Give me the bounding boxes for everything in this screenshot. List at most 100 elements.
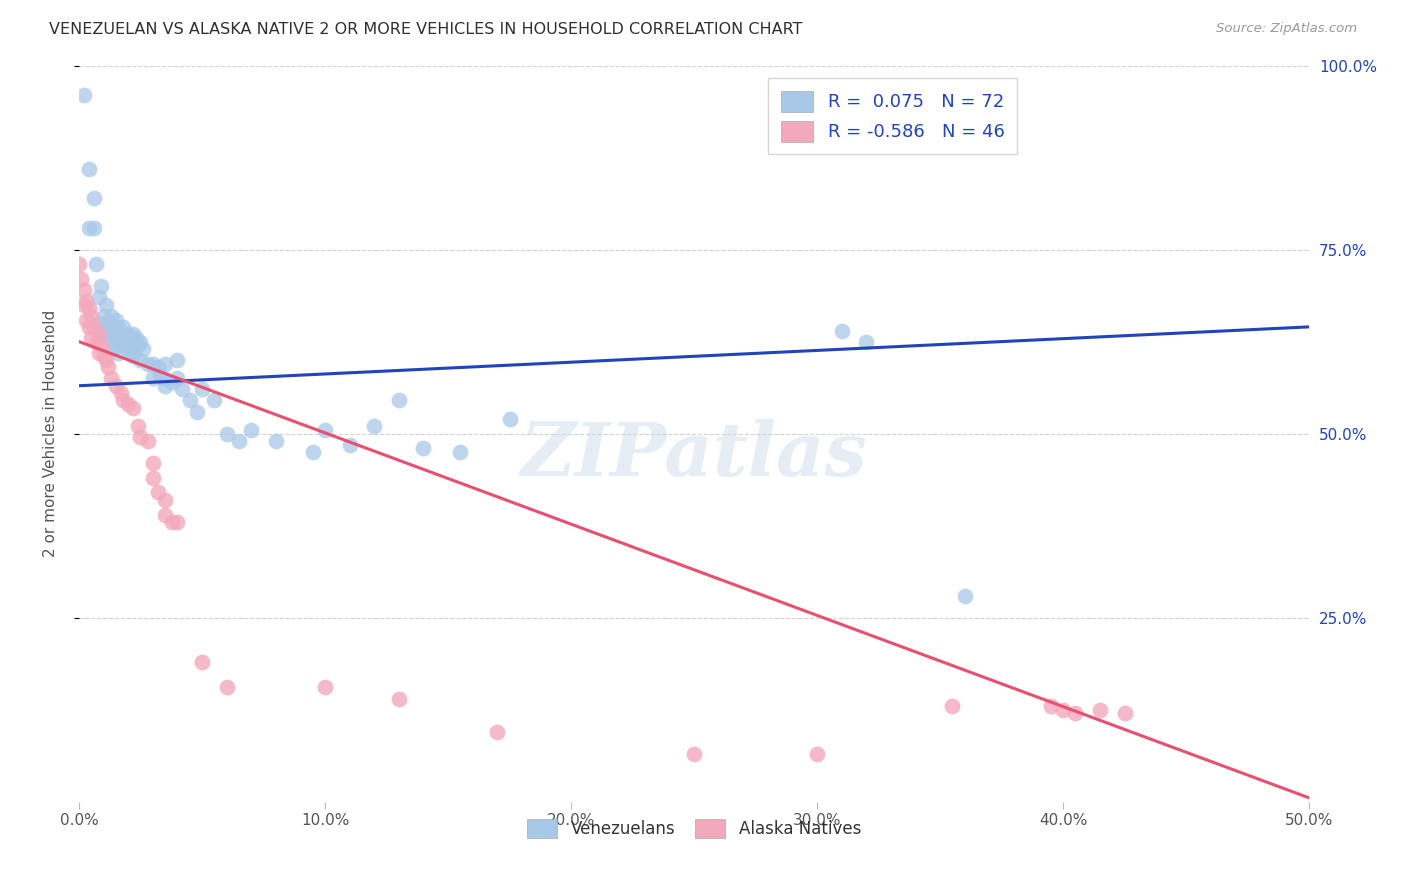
Point xyxy=(94,324,117,338)
Text: ZIPatlas: ZIPatlas xyxy=(520,419,868,491)
Point xyxy=(83,319,105,334)
Point xyxy=(129,430,152,444)
Point xyxy=(149,368,172,382)
Point xyxy=(142,456,165,470)
Point xyxy=(1088,702,1111,716)
Point xyxy=(166,371,188,385)
Text: VENEZUELAN VS ALASKA NATIVE 2 OR MORE VEHICLES IN HOUSEHOLD CORRELATION CHART: VENEZUELAN VS ALASKA NATIVE 2 OR MORE VE… xyxy=(49,22,803,37)
Point xyxy=(107,345,129,359)
Point xyxy=(127,338,149,352)
Point xyxy=(110,327,132,342)
Point xyxy=(162,515,184,529)
Point xyxy=(120,345,142,359)
Point xyxy=(120,331,142,345)
Point xyxy=(117,327,139,342)
Point xyxy=(314,681,336,695)
Point xyxy=(855,334,877,349)
Point xyxy=(136,434,159,448)
Point xyxy=(142,357,165,371)
Point xyxy=(683,747,706,761)
Point xyxy=(112,393,135,408)
Point xyxy=(87,290,110,304)
Point xyxy=(103,324,125,338)
Point xyxy=(84,334,107,349)
Point xyxy=(172,383,194,397)
Point xyxy=(142,471,165,485)
Point xyxy=(941,698,963,713)
Point xyxy=(70,272,93,286)
Point xyxy=(114,338,136,352)
Point xyxy=(498,412,520,426)
Point xyxy=(191,655,214,669)
Point xyxy=(264,434,287,448)
Point xyxy=(806,747,828,761)
Point xyxy=(1039,698,1062,713)
Point xyxy=(100,371,122,385)
Point xyxy=(104,312,127,326)
Point xyxy=(75,294,97,309)
Point xyxy=(215,426,238,441)
Point xyxy=(152,371,174,385)
Point xyxy=(132,342,155,356)
Point xyxy=(1052,702,1074,716)
Point xyxy=(84,257,107,271)
Point xyxy=(104,378,127,392)
Point xyxy=(191,383,214,397)
Point xyxy=(75,312,97,326)
Point xyxy=(93,309,115,323)
Point xyxy=(953,589,976,603)
Point xyxy=(136,357,159,371)
Point xyxy=(124,331,146,345)
Point xyxy=(129,334,152,349)
Point xyxy=(90,338,112,352)
Point xyxy=(104,331,127,345)
Point xyxy=(110,386,132,401)
Point xyxy=(122,401,145,415)
Point xyxy=(146,360,169,375)
Point xyxy=(1064,706,1087,721)
Point xyxy=(186,404,208,418)
Legend: Venezuelans, Alaska Natives: Venezuelans, Alaska Natives xyxy=(520,813,868,845)
Point xyxy=(122,327,145,342)
Point xyxy=(87,327,110,342)
Point xyxy=(73,283,96,297)
Point xyxy=(87,316,110,330)
Point xyxy=(100,334,122,349)
Point xyxy=(117,342,139,356)
Point xyxy=(97,327,120,342)
Point xyxy=(73,88,96,103)
Point xyxy=(112,338,135,352)
Point xyxy=(90,279,112,293)
Point xyxy=(363,419,385,434)
Point xyxy=(449,445,471,459)
Point xyxy=(103,342,125,356)
Point xyxy=(142,371,165,385)
Point xyxy=(240,423,263,437)
Point xyxy=(77,301,100,316)
Point xyxy=(83,220,105,235)
Point xyxy=(94,353,117,368)
Point xyxy=(77,220,100,235)
Point xyxy=(339,437,361,451)
Point xyxy=(117,397,139,411)
Point xyxy=(129,353,152,368)
Point xyxy=(166,515,188,529)
Point xyxy=(388,691,411,706)
Point xyxy=(93,349,115,363)
Point xyxy=(127,419,149,434)
Y-axis label: 2 or more Vehicles in Household: 2 or more Vehicles in Household xyxy=(44,310,58,558)
Point xyxy=(77,319,100,334)
Point xyxy=(301,445,323,459)
Point xyxy=(80,331,103,345)
Point xyxy=(831,324,853,338)
Point xyxy=(166,353,188,368)
Point xyxy=(94,298,117,312)
Point xyxy=(77,161,100,176)
Point xyxy=(97,360,120,375)
Point xyxy=(153,357,176,371)
Point xyxy=(107,319,129,334)
Point xyxy=(388,393,411,408)
Point xyxy=(1114,706,1136,721)
Point xyxy=(73,298,96,312)
Point xyxy=(228,434,250,448)
